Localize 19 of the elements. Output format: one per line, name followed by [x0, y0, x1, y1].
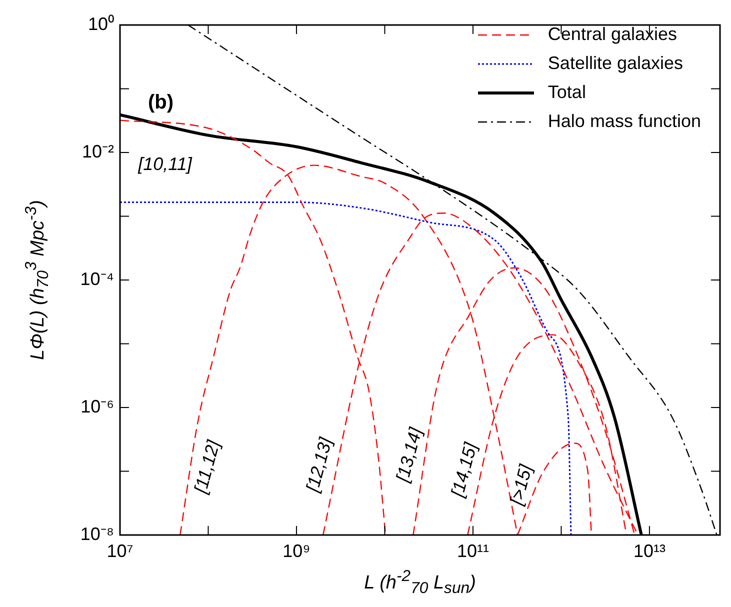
- legend-label: Satellite galaxies: [548, 53, 684, 74]
- x-axis-title: L (h$^{-2}$$_{70}$ L$_{sun}$): [364, 568, 476, 598]
- annotation: [>15]: [506, 462, 536, 508]
- annotation: [11,12]: [190, 437, 224, 496]
- legend-label: Central galaxies: [548, 24, 677, 45]
- legend-label: Total: [548, 82, 586, 103]
- x-tick-label: 10¹¹: [456, 540, 489, 561]
- annotation: [10,11]: [137, 154, 193, 174]
- annotation: [14,15]: [446, 440, 482, 500]
- y-tick-label: 10⁰: [88, 14, 114, 34]
- annotation: (b): [148, 92, 174, 114]
- y-tick-label: 10⁻²: [82, 141, 114, 162]
- y-tick-label: 10⁻⁴: [80, 268, 114, 289]
- y-tick-label: 10⁻⁶: [80, 396, 114, 416]
- annotation: [13,14]: [392, 424, 426, 485]
- legend-label: Halo mass function: [548, 111, 701, 132]
- x-tick-label: 10⁹: [282, 540, 310, 561]
- x-tick-label: 10¹³: [633, 540, 666, 561]
- annotation: [12,13]: [302, 434, 336, 495]
